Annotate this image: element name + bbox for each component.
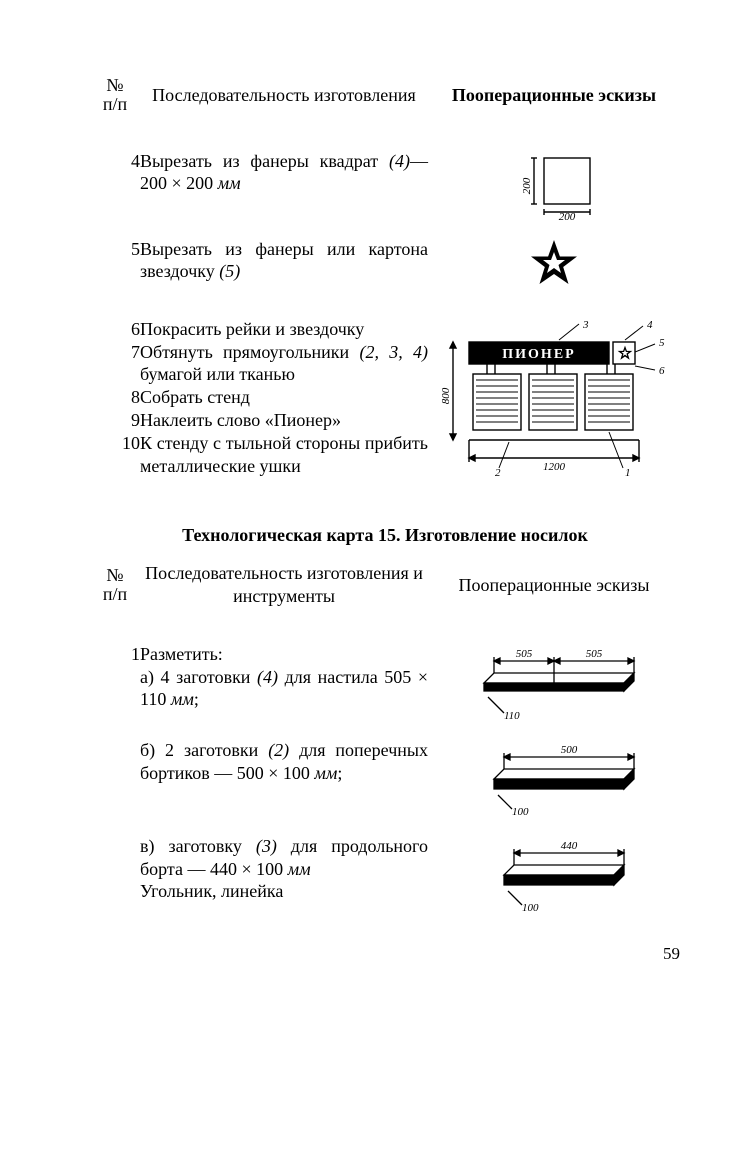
stand-sketch-icon: ПИОНЕР 800 1200 3 4 5 6 2 1 <box>439 318 669 478</box>
svg-text:4: 4 <box>647 319 653 331</box>
row-text: Покрасить рейки и звездочку <box>140 318 428 341</box>
row-text: б) 2 заготовки (2) для поперечных бортик… <box>140 739 428 817</box>
svg-text:440: 440 <box>561 840 578 852</box>
svg-text:500: 500 <box>561 744 578 756</box>
square-sketch-icon: 200 200 <box>494 150 614 220</box>
row-text: Вырезать из фанеры квадрат (4)— 200 × 20… <box>140 150 428 220</box>
svg-text:200: 200 <box>521 177 533 194</box>
row-text: Обтянуть прямоугольники (2, 3, 4) бумаго… <box>140 341 428 387</box>
table-row: 1 Разметить: а) 4 заготовки (4) для наст… <box>90 643 680 721</box>
row-num: 5 <box>90 238 140 288</box>
svg-text:100: 100 <box>512 806 529 817</box>
row-num: 8 <box>90 386 140 409</box>
row-num: 1 <box>90 643 140 721</box>
table-row: б) 2 заготовки (2) для поперечных бортик… <box>90 739 680 817</box>
svg-text:110: 110 <box>504 710 520 721</box>
blank-b-sketch-icon: 500 100 <box>454 739 654 817</box>
svg-text:5: 5 <box>659 337 665 349</box>
svg-text:100: 100 <box>522 902 539 913</box>
row-num: 9 <box>90 409 140 432</box>
header-seq: Последовательность изготовления и инстру… <box>140 556 428 613</box>
process-table-2: № п/п Последовательность изготовления и … <box>90 556 680 919</box>
svg-text:2: 2 <box>495 467 501 478</box>
svg-text:1: 1 <box>625 467 631 478</box>
row-text: Собрать стенд <box>140 386 428 409</box>
table1-header-row: № п/п Последовательность изготовления По… <box>90 70 680 120</box>
table-row: 5 Вырезать из фанеры или картона звездоч… <box>90 238 680 288</box>
svg-text:6: 6 <box>659 365 665 377</box>
header-sketch: Пооперационные эскизы <box>428 556 680 613</box>
row-text: Наклеить слово «Пионер» <box>140 409 428 432</box>
row-num: 7 <box>90 341 140 387</box>
table2-header-row: № п/п Последовательность изготовления и … <box>90 556 680 613</box>
svg-text:800: 800 <box>440 387 452 404</box>
blank-c-sketch-icon: 440 100 <box>454 835 654 913</box>
header-num: № п/п <box>90 70 140 120</box>
page-number: 59 <box>90 943 680 964</box>
blank-a-sketch-icon: 505 505 110 <box>454 643 654 721</box>
svg-text:ПИОНЕР: ПИОНЕР <box>502 347 575 362</box>
row-text: Вырезать из фанеры или картона звездочку… <box>140 238 428 288</box>
svg-text:505: 505 <box>586 648 603 660</box>
header-seq: Последовательность изготовления <box>140 70 428 120</box>
header-num: № п/п <box>90 556 140 613</box>
row-num: 6 <box>90 318 140 341</box>
svg-text:200: 200 <box>559 211 576 220</box>
table-row: 4 Вырезать из фанеры квадрат (4)— 200 × … <box>90 150 680 220</box>
row-text: К стенду с тыльной стороны прибить метал… <box>140 432 428 478</box>
row-text: в) заготовку (3) для продольного борта —… <box>140 835 428 913</box>
row-num: 10 <box>90 432 140 478</box>
svg-text:3: 3 <box>582 319 589 331</box>
table-row: в) заготовку (3) для продольного борта —… <box>90 835 680 913</box>
svg-text:1200: 1200 <box>543 461 566 473</box>
header-sketch: Пооперационные эскизы <box>428 70 680 120</box>
row-text: Разметить: а) 4 заготовки (4) для настил… <box>140 643 428 721</box>
svg-text:505: 505 <box>516 648 533 660</box>
row-num: 4 <box>90 150 140 220</box>
table-row: 6 Покрасить рейки и звездочку <box>90 318 680 341</box>
star-icon <box>529 238 579 288</box>
process-table-1: № п/п Последовательность изготовления По… <box>90 70 680 496</box>
section-title: Технологическая карта 15. Изготовление н… <box>90 524 680 547</box>
